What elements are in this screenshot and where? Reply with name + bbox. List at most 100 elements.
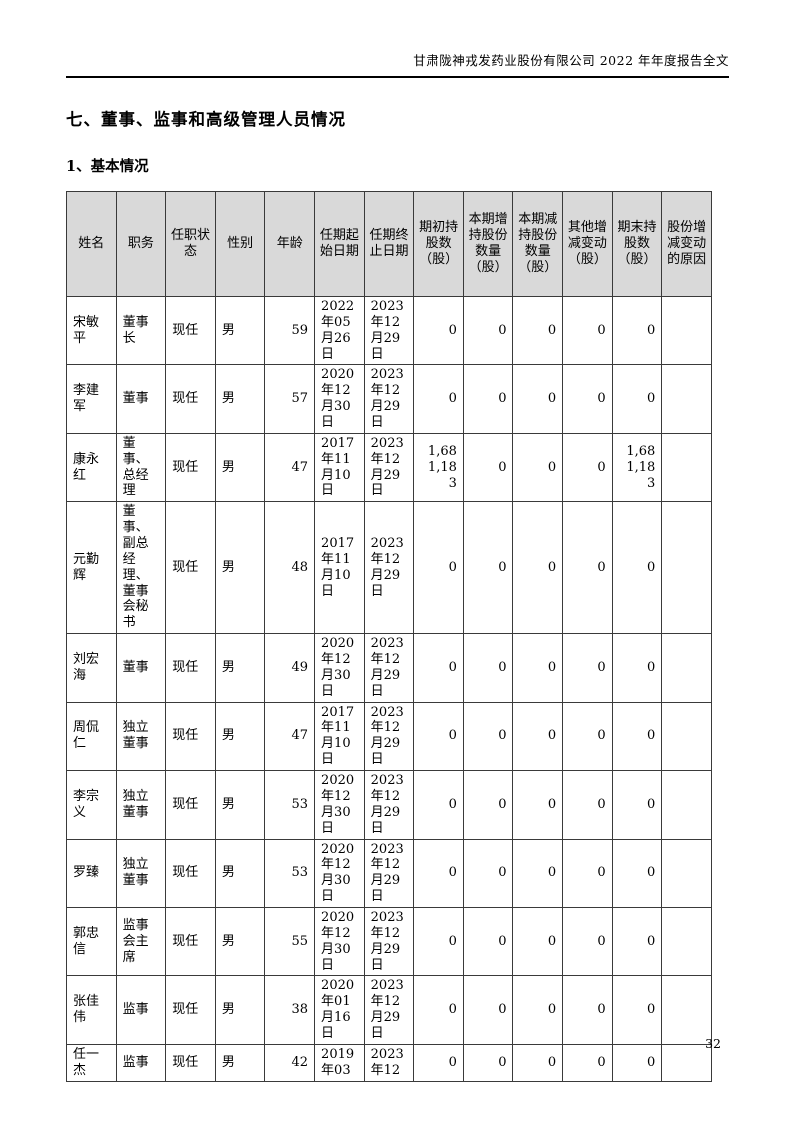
cell-gender: 男: [214, 1043, 266, 1082]
table-row: 李建军 董事 现任男 57 2020年12月30日 2023年12月29日 0 0 0 0 0: [66, 364, 712, 434]
cell-age: 42: [264, 1043, 316, 1082]
cell-status: 现任: [165, 364, 216, 434]
cell-status: 现任: [165, 975, 216, 1045]
cell-initial: 0: [413, 633, 464, 703]
column-header: 性别: [214, 191, 266, 297]
cell-other: 0: [562, 701, 613, 772]
cell-final: 0: [611, 701, 663, 772]
table-row: 张佳伟 监事 现任男 38 2020年01月16日 2023年12月29日 0 0 0 0 0: [66, 975, 712, 1045]
section-title: 七、董事、监事和高级管理人员情况: [66, 110, 346, 129]
cell-gender: 男: [214, 501, 266, 635]
cell-initial: 0: [413, 1043, 464, 1082]
cell-gender: 男: [214, 770, 266, 840]
cell-reason: [661, 770, 712, 840]
table-row: 李宗义 独立董事 现任男 53 2020年12月30日 2023年12月29日 0 0 0 0 0: [66, 770, 712, 840]
cell-status: 现任: [165, 1043, 216, 1082]
cell-status: 现任: [165, 838, 216, 908]
cell-age: 55: [264, 906, 316, 977]
cell-name: 元勤辉: [66, 501, 117, 635]
column-header: 姓名: [66, 191, 117, 297]
cell-status: 现任: [165, 432, 216, 503]
cell-other: 0: [562, 501, 613, 635]
cell-final: 0: [611, 838, 663, 908]
cell-reason: [661, 838, 712, 908]
cell-title: 监事: [115, 1043, 167, 1082]
cell-end: 2023年12月29日: [363, 701, 415, 772]
cell-age: 47: [264, 701, 316, 772]
cell-title: 独立董事: [115, 701, 167, 772]
cell-final: 0: [611, 295, 663, 366]
cell-initial: 0: [413, 701, 464, 772]
cell-increase: 0: [462, 1043, 514, 1082]
cell-name: 任一杰: [66, 1043, 117, 1082]
cell-initial: 0: [413, 975, 464, 1045]
management-basic-info-table: 姓名 职务 任职状态 性别 年龄 任期起始日期 任期终止日期 期初持股数（股） 本期增持股份数量…: [66, 191, 712, 1082]
cell-end: 2023年12月29日: [363, 838, 415, 908]
cell-decrease: 0: [512, 432, 564, 503]
table-row: 罗臻 独立董事 现任男 53 2020年12月30日 2023年12月29日 0 0 0 0 0: [66, 838, 712, 908]
cell-final: 0: [611, 975, 663, 1045]
cell-decrease: 0: [512, 633, 564, 703]
cell-name: 李宗义: [66, 770, 117, 840]
table-row: 刘宏海 董事 现任男 49 2020年12月30日 2023年12月29日 0 0 0 0 0: [66, 633, 712, 703]
table-row: 元勤辉 董事、副总经理、董事会秘书 现任男 48 2017年11月10日 2023年12月…: [66, 501, 712, 635]
cell-age: 48: [264, 501, 316, 635]
cell-status: 现任: [165, 295, 216, 366]
cell-status: 现任: [165, 633, 216, 703]
cell-increase: 0: [462, 295, 514, 366]
cell-final: 0: [611, 364, 663, 434]
cell-initial: 0: [413, 770, 464, 840]
column-header: 职务: [115, 191, 167, 297]
cell-other: 0: [562, 838, 613, 908]
cell-reason: [661, 432, 712, 503]
cell-increase: 0: [462, 906, 514, 977]
table-header-row: 姓名 职务 任职状态 性别 年龄 任期起始日期 任期终止日期 期初持股数（股） 本期增持股份数量…: [66, 191, 712, 297]
cell-other: 0: [562, 975, 613, 1045]
cell-start: 2020年12月30日: [314, 770, 365, 840]
cell-start: 2022年05月26日: [314, 295, 365, 366]
cell-reason: [661, 501, 712, 635]
cell-name: 张佳伟: [66, 975, 117, 1045]
column-header: 股份增减变动的原因: [661, 191, 712, 297]
cell-age: 59: [264, 295, 316, 366]
cell-status: 现任: [165, 770, 216, 840]
cell-name: 周侃仁: [66, 701, 117, 772]
cell-gender: 男: [214, 364, 266, 434]
cell-increase: 0: [462, 701, 514, 772]
cell-start: 2017年11月10日: [314, 432, 365, 503]
cell-final: 1,681,183: [611, 432, 663, 503]
cell-decrease: 0: [512, 838, 564, 908]
cell-gender: 男: [214, 838, 266, 908]
cell-reason: [661, 633, 712, 703]
cell-end: 2023年12月29日: [363, 295, 415, 366]
cell-age: 53: [264, 770, 316, 840]
cell-age: 47: [264, 432, 316, 503]
cell-end: 2023年12月29日: [363, 975, 415, 1045]
cell-start: 2020年12月30日: [314, 364, 365, 434]
subsection-title: 1、基本情况: [66, 158, 149, 175]
cell-other: 0: [562, 295, 613, 366]
cell-other: 0: [562, 633, 613, 703]
cell-final: 0: [611, 501, 663, 635]
cell-increase: 0: [462, 975, 514, 1045]
cell-title: 监事: [115, 975, 167, 1045]
cell-decrease: 0: [512, 770, 564, 840]
cell-start: 2020年01月16日: [314, 975, 365, 1045]
column-header: 其他增减变动（股）: [562, 191, 613, 297]
document-header: 甘肃陇神戎发药业股份有限公司 2022 年年度报告全文: [66, 0, 729, 78]
cell-age: 57: [264, 364, 316, 434]
cell-other: 0: [562, 770, 613, 840]
cell-name: 康永红: [66, 432, 117, 503]
cell-start: 2017年11月10日: [314, 701, 365, 772]
cell-end: 2023年12月29日: [363, 770, 415, 840]
cell-status: 现任: [165, 906, 216, 977]
cell-increase: 0: [462, 633, 514, 703]
cell-title: 监事会主席: [115, 906, 167, 977]
cell-other: 0: [562, 1043, 613, 1082]
cell-end: 2023年12月29日: [363, 633, 415, 703]
cell-decrease: 0: [512, 501, 564, 635]
cell-title: 董事: [115, 633, 167, 703]
cell-start: 2020年12月30日: [314, 633, 365, 703]
table-row: 任一杰 监事 现任男 42 2019年03 2023年12 0 0 0 0 0: [66, 1043, 712, 1082]
cell-other: 0: [562, 906, 613, 977]
